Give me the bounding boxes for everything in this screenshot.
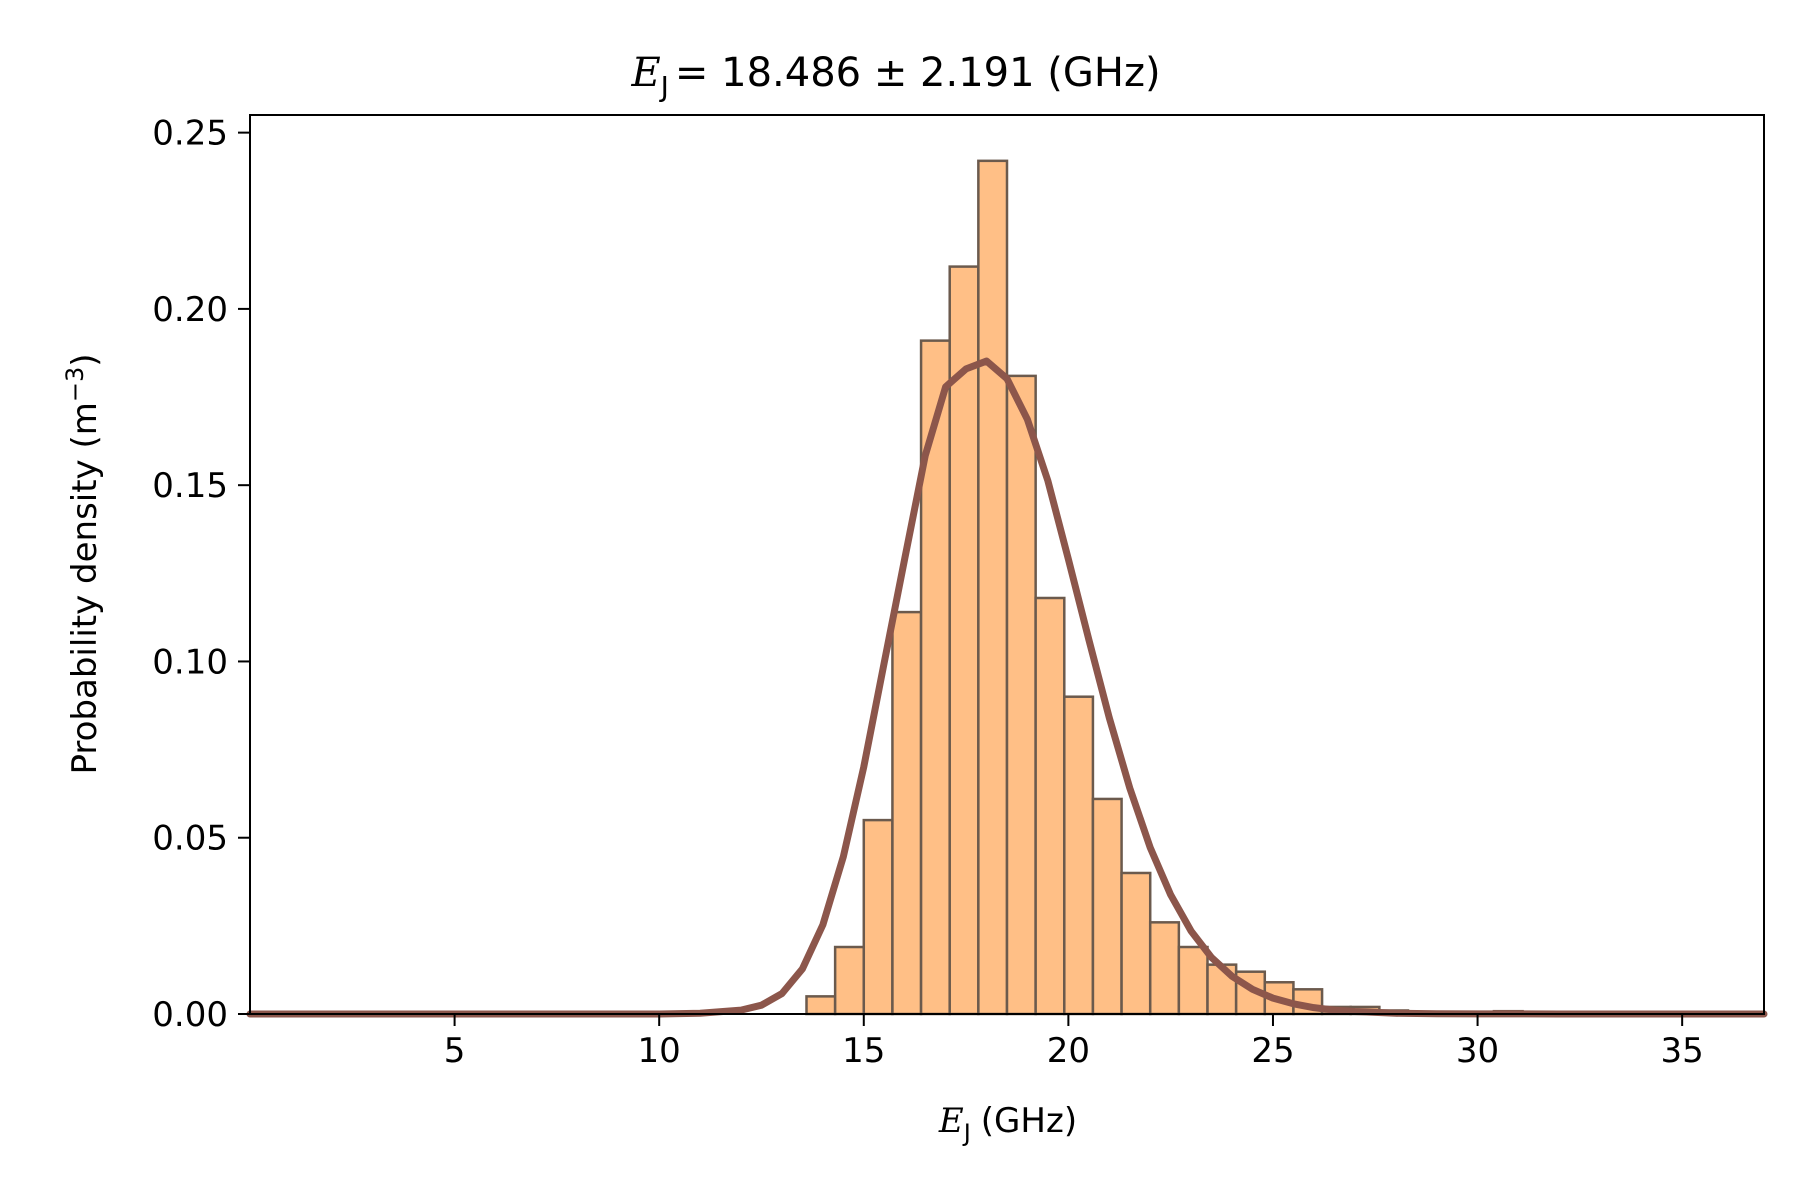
histogram-bar-4 [919, 339, 951, 1016]
histogram-bars [805, 159, 1524, 1016]
fit-curve-group [246, 357, 1768, 1018]
x-tick-label-1: 10 [638, 1031, 681, 1071]
x-tick-label-2: 15 [842, 1031, 885, 1071]
histogram-bar-9 [1063, 695, 1095, 1016]
histogram-bar-2 [862, 818, 894, 1016]
title-symbol: E [630, 50, 660, 96]
title-subscript: J [659, 70, 669, 103]
x-axis-label: EJ (GHz) [938, 1101, 1077, 1147]
x-tick-label-4: 25 [1251, 1031, 1294, 1071]
histogram-bar-8 [1034, 596, 1066, 1016]
y-tick-label-0: 0.00 [152, 995, 228, 1035]
y-axis-ticks: 0.00 0.05 0.10 0.15 0.20 0.25 [152, 114, 250, 1035]
y-tick-label-1: 0.05 [152, 819, 228, 859]
ylabel-text: Probability density (m [65, 402, 105, 774]
histogram-bar-0 [805, 995, 837, 1016]
y-tick-label-2: 0.10 [152, 642, 228, 682]
x-tick-label-6: 35 [1661, 1031, 1704, 1071]
fit-curve-line [246, 357, 1768, 1018]
y-tick-label-5: 0.25 [152, 114, 228, 154]
histogram-bar-12 [1148, 921, 1181, 1016]
histogram-bar-6 [977, 159, 1009, 1016]
x-tick-label-0: 5 [444, 1031, 466, 1071]
histogram-bar-3 [891, 610, 923, 1016]
histogram-bar-11 [1120, 871, 1152, 1016]
y-tick-label-4: 0.20 [152, 290, 228, 330]
y-tick-label-3: 0.15 [152, 466, 228, 506]
chart-title: EJ = 18.486 ± 2.191 (GHz) [630, 50, 1160, 103]
x-axis-ticks: 5 10 15 20 25 30 35 [444, 1014, 1704, 1071]
histogram-bar-10 [1091, 797, 1123, 1016]
ylabel-superscript: −3 [61, 367, 89, 402]
xlabel-symbol: E [938, 1101, 964, 1141]
xlabel-subscript: J [962, 1119, 971, 1147]
y-axis-label: Probability density (m−3) [61, 353, 105, 774]
title-text: = 18.486 ± 2.191 (GHz) [675, 50, 1161, 96]
x-tick-label-3: 20 [1047, 1031, 1090, 1071]
x-tick-label-5: 30 [1456, 1031, 1499, 1071]
histogram-bar-5 [948, 265, 980, 1016]
xlabel-text: (GHz) [981, 1101, 1077, 1141]
histogram-bar-1 [833, 945, 866, 1016]
histogram-bar-13 [1177, 945, 1209, 1016]
histogram-bar-7 [1005, 374, 1037, 1016]
plot-frame [249, 114, 1765, 1015]
ylabel-close: ) [65, 353, 105, 366]
